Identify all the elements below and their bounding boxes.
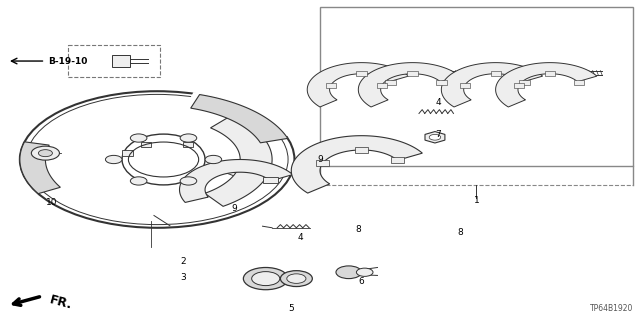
Polygon shape [191,94,288,143]
Text: 8: 8 [355,225,361,234]
Ellipse shape [122,134,205,185]
Text: 5: 5 [289,304,294,313]
Bar [122,151,132,156]
Text: 3: 3 [180,272,186,281]
Text: B-19-10: B-19-10 [49,56,88,65]
Bar [356,71,367,76]
Circle shape [20,91,294,228]
Text: 1: 1 [474,196,479,205]
Bar [263,177,278,183]
Polygon shape [205,116,272,206]
Bar [377,83,387,88]
Circle shape [180,177,196,185]
Polygon shape [442,63,543,107]
Text: 8: 8 [458,228,463,237]
Bar [385,80,396,85]
Bar [408,71,418,76]
Circle shape [180,134,196,142]
Text: TP64B1920: TP64B1920 [589,304,633,313]
Text: 4: 4 [298,233,303,242]
Bar [514,83,524,88]
Text: 6: 6 [358,277,364,286]
Circle shape [336,266,362,278]
Text: 4: 4 [435,98,441,107]
Circle shape [356,268,373,276]
Polygon shape [188,92,289,139]
Text: 9: 9 [317,155,323,164]
Bar [113,55,131,67]
Bar [141,142,151,147]
Polygon shape [307,63,408,107]
Circle shape [280,271,312,286]
Text: 2: 2 [180,257,186,266]
Bar [490,71,500,76]
Polygon shape [291,136,422,193]
Circle shape [429,134,441,140]
Polygon shape [20,142,60,194]
Bar [320,7,633,166]
Circle shape [106,155,122,164]
Circle shape [38,150,52,157]
Bar [545,71,555,76]
Circle shape [252,271,280,286]
Bar [266,273,296,284]
Polygon shape [425,131,445,143]
Bar [316,160,329,166]
Circle shape [205,155,221,164]
Circle shape [243,268,288,290]
Text: 9: 9 [231,204,237,213]
Polygon shape [358,63,460,107]
Bar [183,142,193,147]
Bar [520,80,530,85]
Bar [573,80,584,85]
Bar [436,80,447,85]
Circle shape [31,146,60,160]
Circle shape [131,177,147,185]
Bar [391,157,404,163]
Polygon shape [179,160,292,203]
Bar [355,147,368,152]
Bar [326,83,336,88]
Bar [68,45,161,77]
Circle shape [287,274,306,283]
Text: FR.: FR. [49,293,74,312]
Circle shape [131,134,147,142]
Text: 10: 10 [46,198,58,207]
Polygon shape [495,63,597,107]
Text: 7: 7 [435,130,441,138]
Bar [460,83,470,88]
